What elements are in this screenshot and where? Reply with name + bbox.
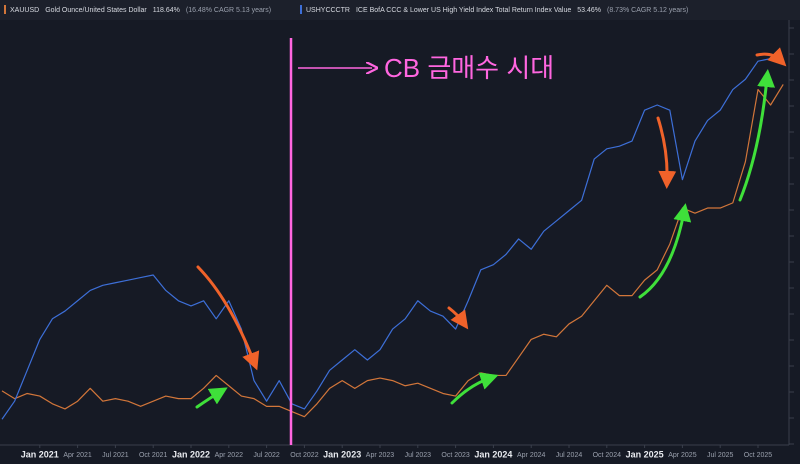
arrow [447,306,469,330]
arrow [738,69,776,202]
legend-ticker: USHYCCCTR [306,7,350,14]
arrow [450,372,499,405]
legend: XAUUSD Gold Ounce/United States Dollar 118… [4,5,688,14]
x-tick-label: Jul 2024 [556,452,583,459]
legend-name: Gold Ounce/United States Dollar [45,7,147,14]
x-tick-label: Jan 2021 [21,449,59,459]
legend-change-label: 118.64% [153,7,180,14]
annotation-text: CB 금매수 시대 [384,53,554,83]
x-tick-label: Apr 2025 [668,452,697,459]
x-tick-label: Oct 2022 [290,452,319,459]
x-tick-label: Jul 2023 [405,452,432,459]
hand-arrows [195,47,787,409]
legend-entry: XAUUSD Gold Ounce/United States Dollar 118… [10,7,271,14]
legend-name: ICE BofA CCC & Lower US High Yield Index… [356,7,571,14]
legend-swatch [300,5,302,14]
legend-cagr-label: (8.73% CAGR 5.12 years) [607,7,688,14]
arrow [638,203,692,299]
x-tick-label: Apr 2023 [366,452,395,459]
arrow [196,265,260,371]
x-axis-labels: Jan 2021 Apr 2021 Jul 2021 Oct 2021 Jan 2022… [21,445,773,459]
plot [1,27,794,445]
legend-ticker: XAUUSD [10,7,39,14]
x-tick-label: Jan 2022 [172,449,210,459]
x-tick-label: Apr 2024 [517,452,546,459]
arrow [195,387,228,409]
legend-swatch [4,5,6,14]
x-tick-label: Apr 2021 [63,452,92,459]
legend-cagr-label: (16.48% CAGR 5.13 years) [186,7,271,14]
arrow [755,47,787,67]
legend-entry: USHYCCCTR ICE BofA CCC & Lower US High Yi… [306,7,688,14]
arrow [656,116,677,189]
legend-bar [0,0,800,20]
x-tick-label: Oct 2023 [441,452,470,459]
series-line [1,58,784,420]
x-tick-label: Jan 2025 [626,449,664,459]
x-tick-label: Jan 2023 [323,449,361,459]
x-tick-label: Oct 2025 [744,452,773,459]
x-tick-label: Oct 2024 [593,452,622,459]
x-tick-label: Oct 2021 [139,452,168,459]
x-tick-label: Jan 2024 [474,449,512,459]
x-tick-label: Jul 2022 [253,452,280,459]
x-tick-label: Apr 2022 [215,452,244,459]
series-line [1,84,784,418]
x-tick-label: Jul 2021 [102,452,129,459]
x-tick-label: Jul 2025 [707,452,734,459]
legend-change-label: 53.46% [577,7,601,14]
